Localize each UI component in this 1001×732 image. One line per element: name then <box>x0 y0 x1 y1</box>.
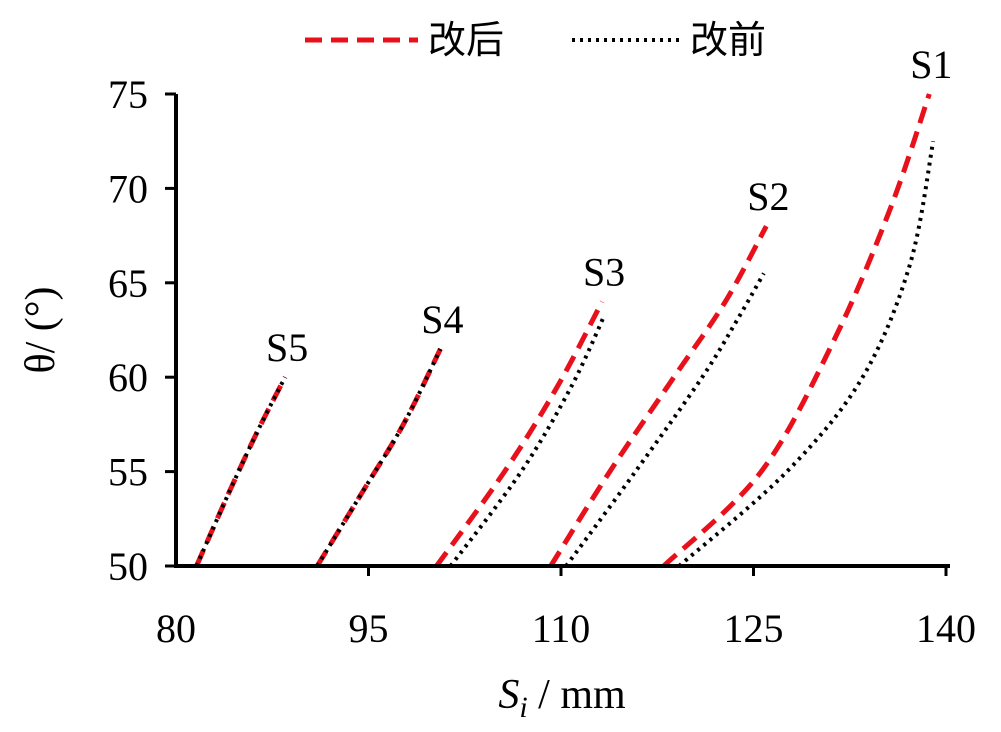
x-axis-unit: / mm <box>528 672 626 718</box>
y-tick-label: 55 <box>108 450 148 495</box>
curve-s1-before <box>677 140 936 568</box>
curve-s3-after <box>434 300 605 568</box>
curve-label-s5: S5 <box>266 325 308 370</box>
curve-s5-before <box>194 376 287 567</box>
axis-ticks: 80 95 110 125 140 50 55 60 65 70 75 <box>108 72 976 651</box>
legend-label-before: 改前 <box>690 18 766 62</box>
curve-label-s1: S1 <box>910 42 952 87</box>
legend-label-after: 改后 <box>428 18 504 62</box>
y-tick-label: 60 <box>108 355 148 400</box>
y-tick-label: 65 <box>108 261 148 306</box>
x-tick-label: 125 <box>724 606 784 651</box>
curve-s1-after <box>661 93 932 568</box>
x-axis-subscript: i <box>519 691 527 724</box>
x-axis-title: Si / mm <box>498 672 626 724</box>
x-tick-label: 80 <box>156 606 196 651</box>
curve-labels: S1 S2 S3 S4 S5 <box>266 42 952 370</box>
legend: 改后 改前 <box>305 18 766 62</box>
y-tick-label: 75 <box>108 72 148 117</box>
x-tick-label: 110 <box>532 606 591 651</box>
x-axis-symbol: S <box>498 672 519 718</box>
curve-s4-before <box>315 348 443 568</box>
y-axis-title: θ/ (°) <box>18 286 64 373</box>
x-tick-label: 95 <box>349 606 389 651</box>
curve-s4-after <box>315 347 443 568</box>
curve-label-s4: S4 <box>421 297 463 342</box>
x-tick-label: 140 <box>916 606 976 651</box>
y-tick-label: 70 <box>108 166 148 211</box>
y-tick-label: 50 <box>108 544 148 589</box>
curve-s3-before <box>449 314 607 568</box>
curve-s2-after <box>548 225 769 568</box>
plot-curves <box>194 93 936 568</box>
curve-label-s3: S3 <box>583 250 625 295</box>
curve-label-s2: S2 <box>747 174 789 219</box>
